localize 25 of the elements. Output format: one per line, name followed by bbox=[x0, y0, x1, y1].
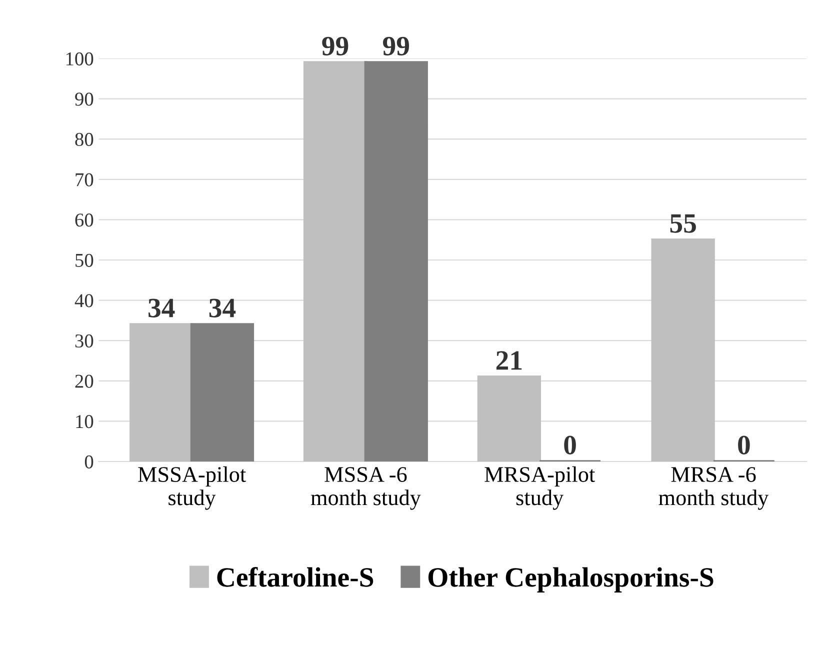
x-tick-label: MSSA -6 month study bbox=[310, 467, 421, 510]
y-tick-label: 60 bbox=[75, 214, 94, 227]
y-tick-label: 80 bbox=[75, 132, 94, 146]
y-tick-label: 0 bbox=[84, 455, 94, 468]
data-label: 21 bbox=[496, 351, 522, 370]
data-label: 99 bbox=[383, 36, 410, 56]
data-label: 55 bbox=[670, 214, 696, 233]
data-label: 0 bbox=[738, 436, 750, 454]
data-label: 34 bbox=[148, 298, 175, 318]
y-tick-label: 50 bbox=[76, 254, 94, 267]
data-label: 34 bbox=[209, 298, 236, 318]
x-tick-label: MRSA-pilot study bbox=[484, 466, 596, 510]
data-label: 0 bbox=[564, 436, 576, 454]
y-tick-label: 90 bbox=[75, 92, 94, 106]
y-tick-label: 20 bbox=[75, 374, 94, 388]
y-tick-label: 40 bbox=[74, 294, 94, 308]
data-label: 99 bbox=[322, 36, 348, 56]
y-tick-label: 30 bbox=[75, 334, 94, 348]
y-tick-label: 70 bbox=[76, 173, 94, 186]
legend-label: Ceftaroline-S bbox=[217, 566, 374, 587]
y-tick-label: 100 bbox=[66, 52, 94, 66]
legend-label: Other Cephalosporins-S bbox=[428, 567, 714, 592]
x-tick-label: MSSA-pilot study bbox=[138, 466, 246, 510]
y-tick-label: 10 bbox=[76, 415, 94, 428]
x-tick-label: MRSA -6 month study bbox=[658, 467, 769, 510]
